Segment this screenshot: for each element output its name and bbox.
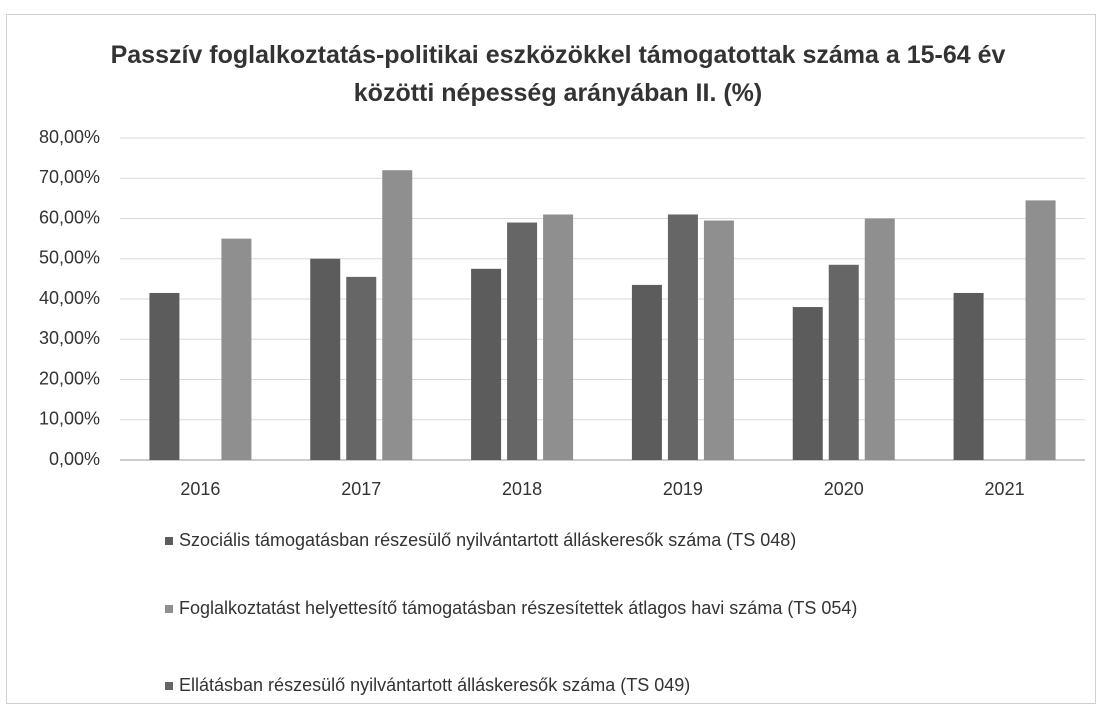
legend-label: Ellátásban részesülő nyilvántartott állá… <box>179 675 691 695</box>
legend-swatch <box>165 605 173 613</box>
bar <box>543 214 574 460</box>
legend-label: Foglalkoztatást helyettesítő támogatásba… <box>179 598 858 618</box>
y-tick-label: 10,00% <box>39 409 100 429</box>
y-tick-label: 60,00% <box>39 207 100 227</box>
legend-item: Foglalkoztatást helyettesítő támogatásba… <box>165 595 1065 622</box>
bar <box>953 292 984 460</box>
y-tick-label: 0,00% <box>49 449 100 469</box>
bar <box>221 238 252 460</box>
bar <box>382 170 413 460</box>
bar <box>864 218 895 460</box>
legend-swatch <box>165 537 173 545</box>
bar <box>1025 200 1056 460</box>
x-tick-label: 2017 <box>341 479 381 499</box>
bar <box>346 276 377 460</box>
y-tick-label: 30,00% <box>39 328 100 348</box>
bar <box>667 214 698 460</box>
chart-title: Passzív foglalkoztatás-politikai eszközö… <box>110 41 1006 107</box>
x-tick-label: 2020 <box>824 479 864 499</box>
y-tick-label: 70,00% <box>39 167 100 187</box>
bar <box>507 222 538 460</box>
bar <box>149 292 180 460</box>
x-tick-label: 2016 <box>180 479 220 499</box>
y-tick-label: 20,00% <box>39 368 100 388</box>
bar <box>828 264 859 460</box>
x-tick-label: 2018 <box>502 479 542 499</box>
x-tick-label: 2019 <box>663 479 703 499</box>
bar <box>792 307 823 460</box>
y-tick-label: 80,00% <box>39 127 100 147</box>
legend-swatch <box>165 682 173 690</box>
bar <box>310 258 341 460</box>
chart-frame <box>6 14 1096 704</box>
bar <box>703 220 734 460</box>
legend-item: Szociális támogatásban részesülő nyilván… <box>165 527 825 554</box>
bar <box>471 268 502 460</box>
bar <box>631 284 662 460</box>
x-tick-label: 2021 <box>985 479 1025 499</box>
y-tick-label: 40,00% <box>39 288 100 308</box>
legend-label: Szociális támogatásban részesülő nyilván… <box>179 530 797 550</box>
legend-item: Ellátásban részesülő nyilvántartott állá… <box>165 672 1065 699</box>
y-tick-label: 50,00% <box>39 248 100 268</box>
